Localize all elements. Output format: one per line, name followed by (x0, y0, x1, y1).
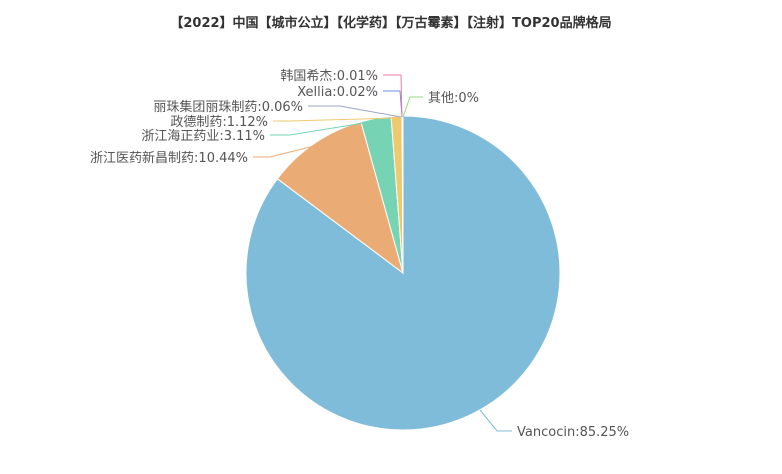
slice-label-4: 丽珠集团丽珠制药:0.06% (153, 99, 303, 115)
label-line-0 (479, 409, 512, 432)
chart-title: 【2022】中国【城市公立】【化学药】【万古霉素】【注射】TOP20品牌格局 (170, 16, 612, 31)
slice-label-5: Xellia:0.02% (297, 85, 378, 100)
slice-label-2: 浙江海正药业:3.11% (141, 129, 265, 144)
label-line-7 (402, 96, 423, 118)
slice-label-7: 其他:0% (428, 91, 479, 106)
label-line-2 (270, 120, 377, 136)
slice-label-1: 浙江医药新昌制药:10.44% (90, 150, 248, 166)
label-line-4 (308, 105, 402, 118)
label-line-3 (273, 117, 397, 122)
slice-label-3: 政德制药:1.12% (170, 115, 268, 130)
label-line-6 (383, 74, 403, 118)
pie-slice-1[interactable] (276, 121, 404, 275)
slice-label-6: 韩国希杰:0.01% (280, 69, 378, 84)
slice-label-0: Vancocin:85.25% (517, 425, 629, 440)
label-line-1 (253, 141, 331, 158)
label-line-5 (383, 90, 403, 118)
